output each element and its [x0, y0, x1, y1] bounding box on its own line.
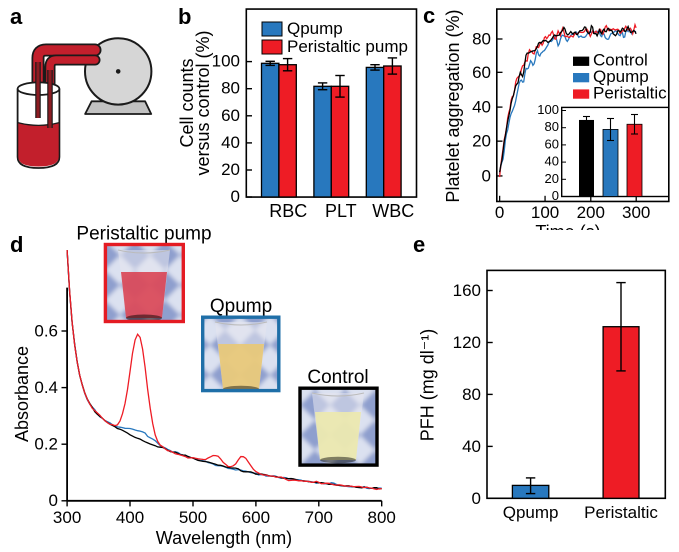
svg-text:PFH (mg dl⁻¹): PFH (mg dl⁻¹) — [418, 329, 438, 442]
svg-text:160: 160 — [453, 281, 481, 300]
svg-text:Peristaltic: Peristaltic — [584, 503, 658, 522]
svg-text:40: 40 — [462, 437, 481, 456]
svg-text:80: 80 — [462, 385, 481, 404]
svg-text:0: 0 — [472, 489, 481, 508]
svg-text:Qpump: Qpump — [503, 503, 559, 522]
svg-text:120: 120 — [453, 333, 481, 352]
